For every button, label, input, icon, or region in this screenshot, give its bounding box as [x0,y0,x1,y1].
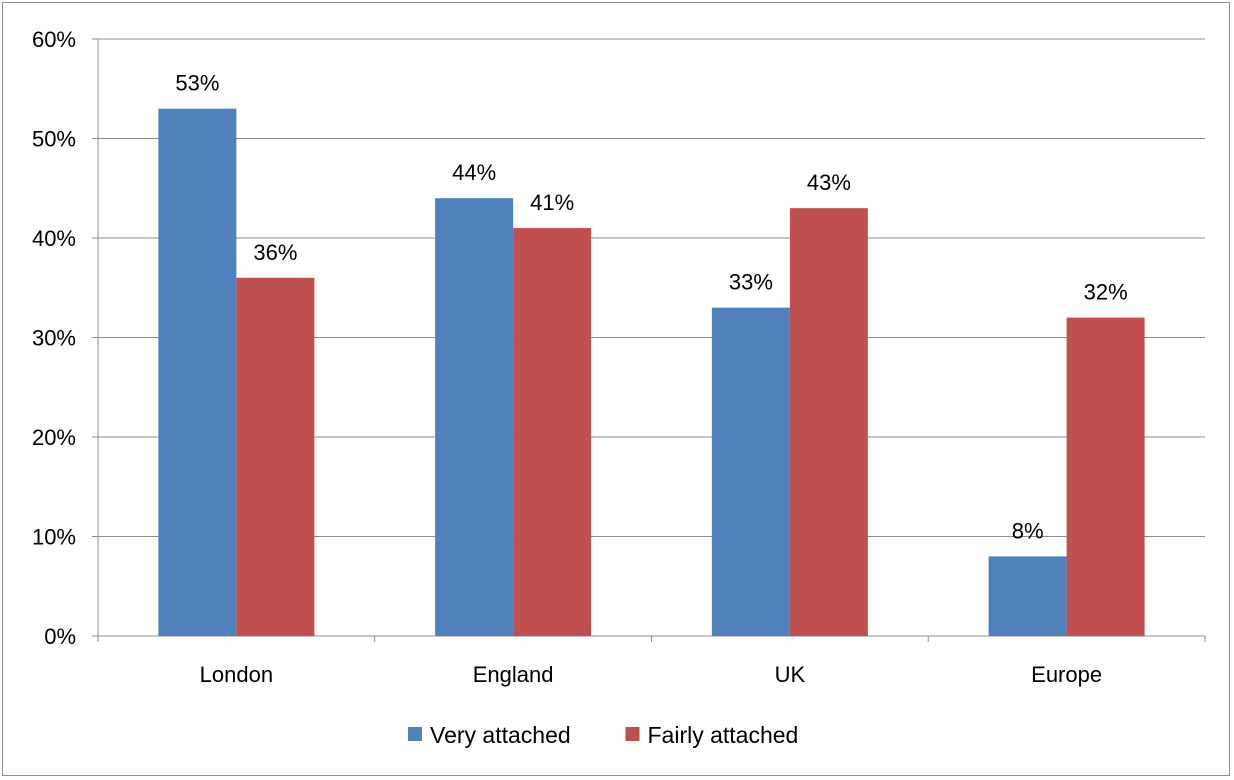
bar-very-attached-england [435,198,514,636]
x-tick-label: London [200,662,273,687]
x-tick-labels: London England UK Europe [200,662,1102,687]
y-tick-label: 0% [44,624,76,649]
bar-fairly-attached-europe [1066,317,1145,636]
y-tick-label: 20% [32,425,76,450]
legend-swatch-fairly-attached [625,727,640,741]
data-label: 53% [175,71,219,96]
data-labels: 53% 36% 44% 41% 33% 43% 8% 32% [175,71,1127,544]
y-tick-label: 10% [32,525,76,550]
bar-fairly-attached-england [513,228,592,637]
data-label: 8% [1012,518,1044,543]
bar-very-attached-europe [988,556,1067,636]
legend-label-fairly-attached: Fairly attached [648,722,799,748]
bar-very-attached-uk [711,307,790,636]
data-label: 41% [530,190,574,215]
data-label: 43% [807,170,851,195]
legend: Very attached Fairly attached [408,722,798,748]
y-tick-label: 40% [32,226,76,251]
y-tick-label: 60% [32,27,76,52]
x-tick-label: UK [775,662,806,687]
data-label: 36% [253,240,297,265]
legend-swatch-very-attached [408,727,422,741]
data-label: 33% [729,270,773,295]
bars [158,108,1145,637]
data-label: 44% [452,160,496,185]
y-tick-label: 50% [32,127,76,152]
x-tick-label: England [473,662,554,687]
bar-fairly-attached-uk [789,208,868,636]
legend-label-very-attached: Very attached [430,722,571,748]
y-tick-label: 30% [32,326,76,351]
bar-very-attached-london [158,108,237,636]
y-tick-labels: 0% 10% 20% 30% 40% 50% 60% [32,27,76,649]
x-tick-label: Europe [1031,662,1102,687]
data-label: 32% [1084,280,1128,305]
bar-fairly-attached-london [236,277,315,636]
